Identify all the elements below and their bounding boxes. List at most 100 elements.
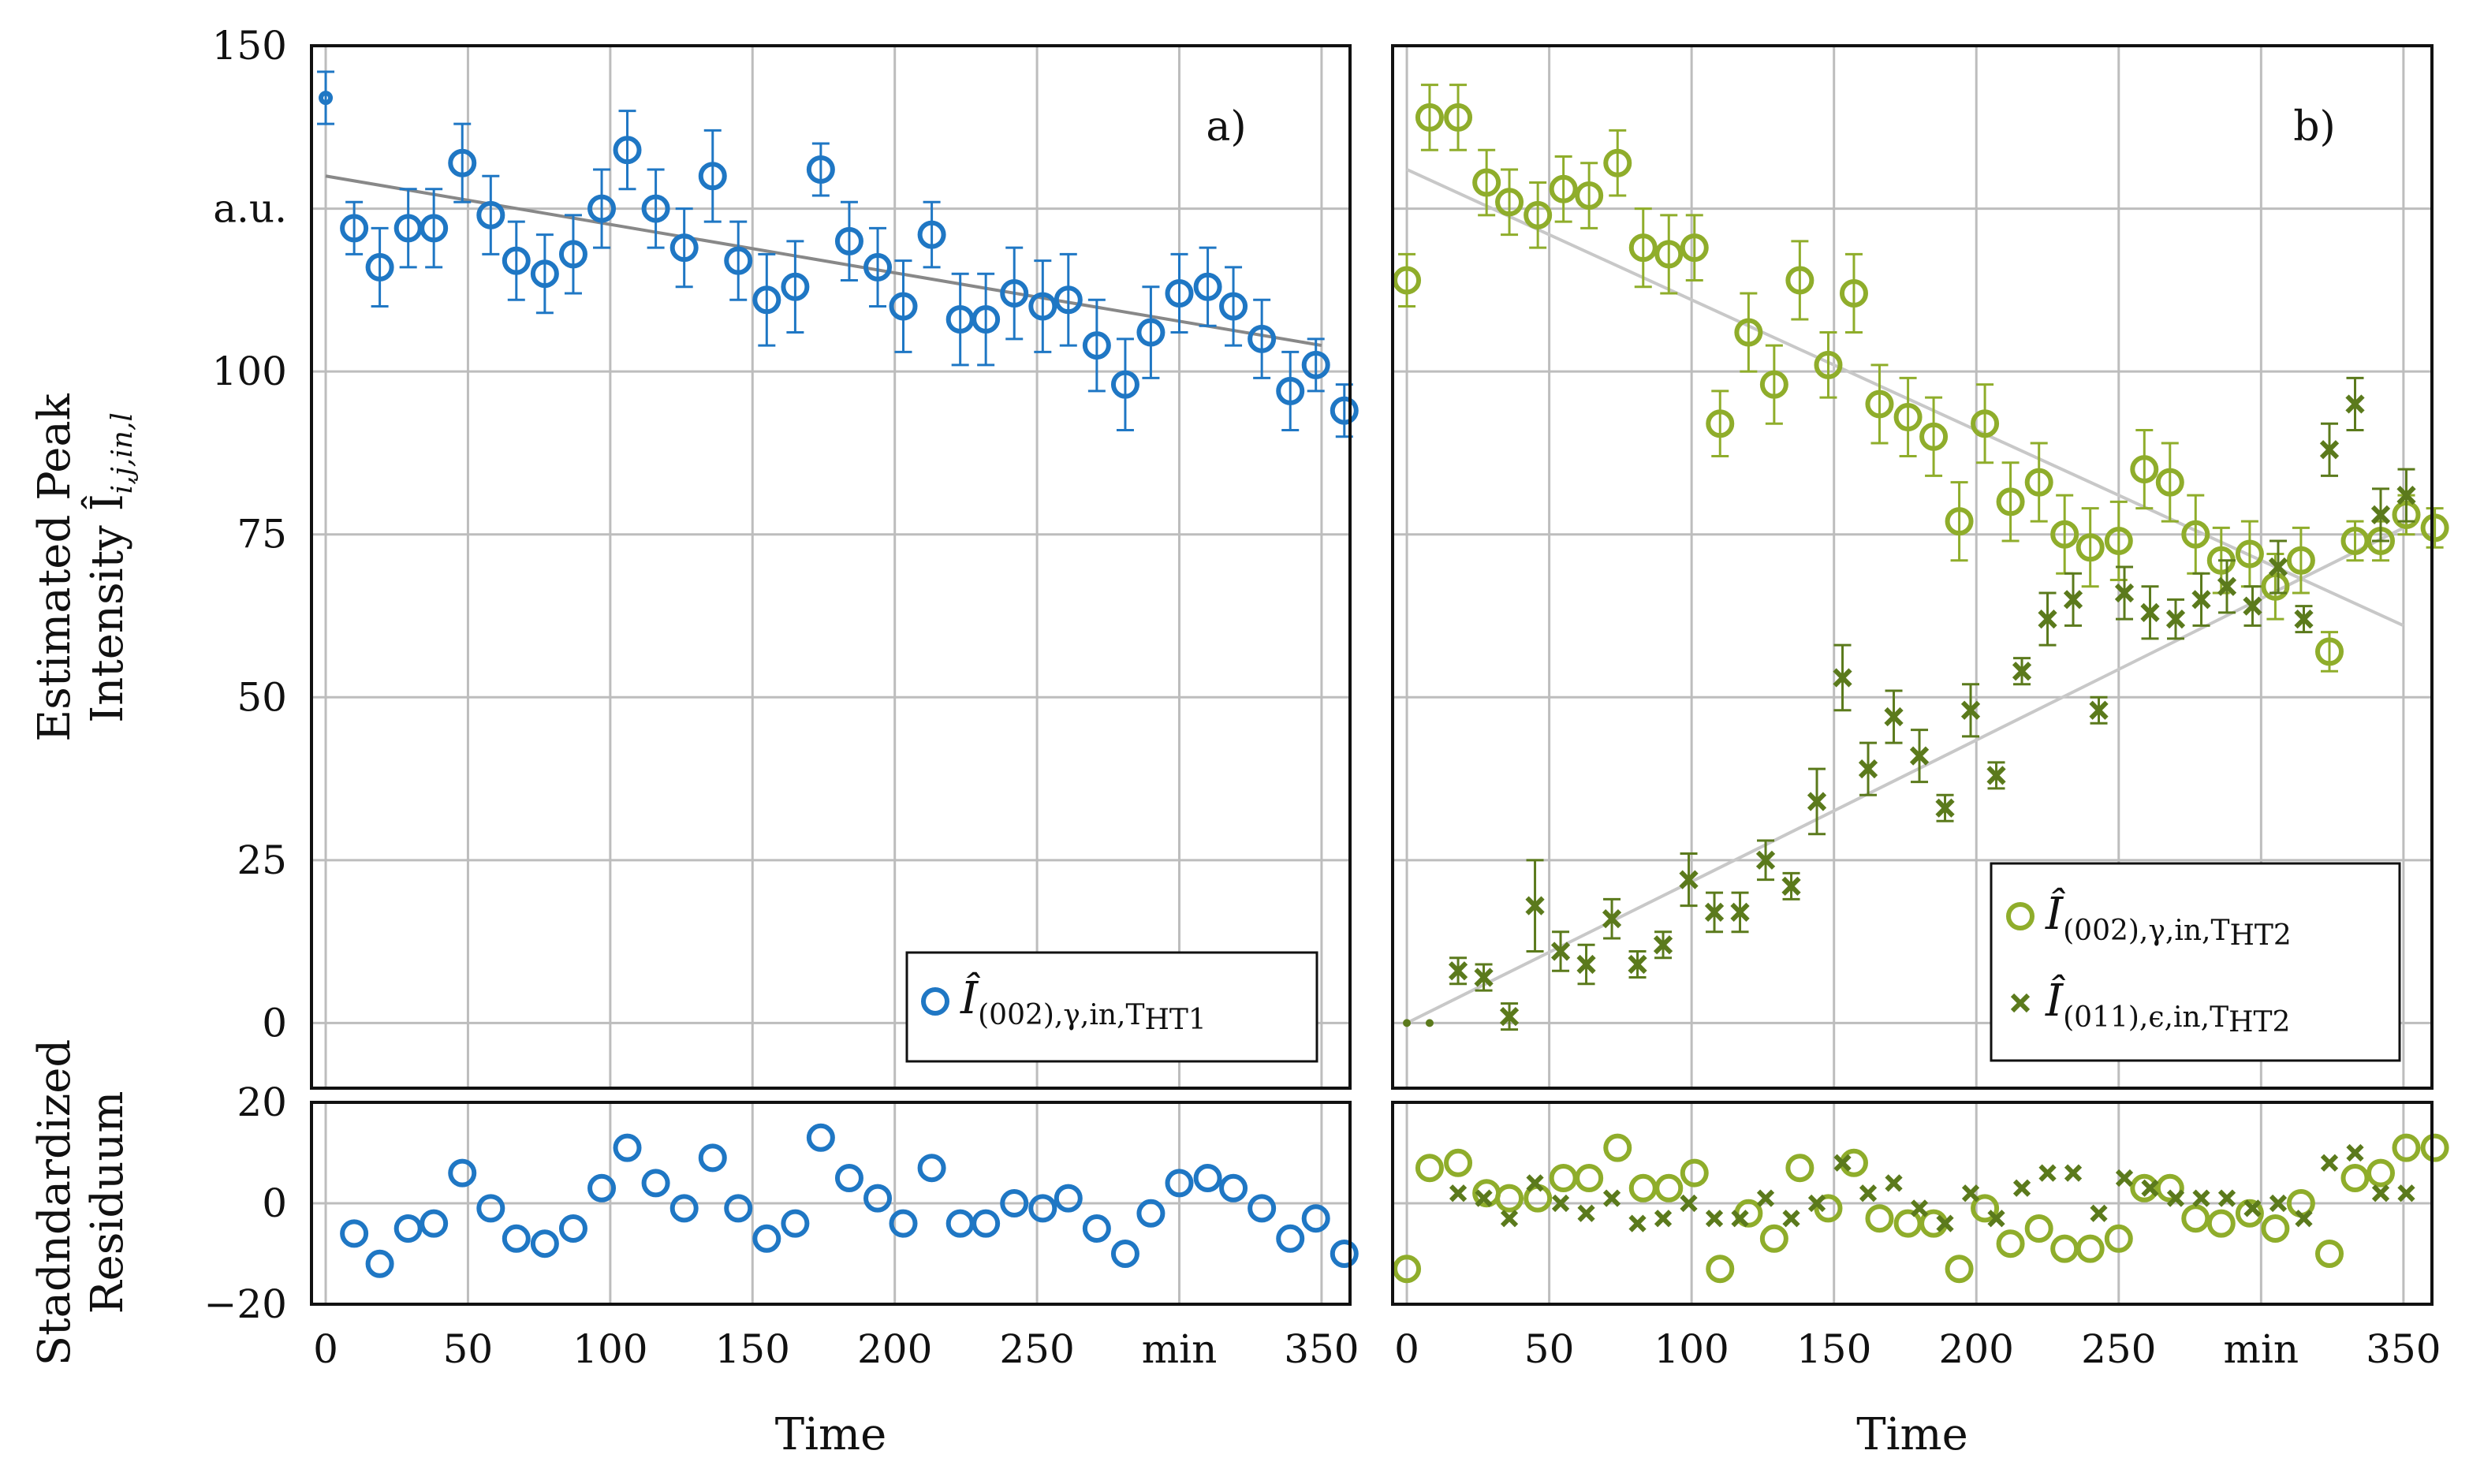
residual-point — [1028, 1194, 1057, 1223]
legend-entry-subsub: HT1 — [1144, 1004, 1206, 1036]
residual-point — [2295, 1210, 2313, 1228]
x-tick-label: min — [2224, 1326, 2299, 1372]
data-point — [2012, 662, 2032, 681]
residual-point — [1602, 1189, 1621, 1207]
error-bar — [869, 226, 887, 308]
data-point-stroke — [2191, 590, 2211, 610]
data-point — [698, 162, 727, 191]
legend-entry-main: Î — [960, 971, 981, 1024]
error-bar — [1925, 396, 1943, 477]
data-point-stroke — [2370, 505, 2391, 525]
error-bar — [977, 272, 995, 367]
data-point-stroke — [2396, 485, 2416, 505]
error-bar — [894, 259, 912, 353]
error-bar — [1529, 181, 1547, 249]
error-bar — [1819, 331, 1837, 399]
data-point-stroke — [1550, 941, 1571, 961]
data-point — [1839, 278, 1868, 308]
residual-point — [2235, 1199, 2264, 1228]
residual-point-stroke — [1961, 1184, 1980, 1202]
residual-point-stroke — [1833, 1154, 1852, 1172]
residual-point — [1628, 1173, 1658, 1202]
residual-point — [1082, 1214, 1111, 1243]
data-point-stroke — [1525, 896, 1545, 915]
data-point — [1110, 370, 1139, 399]
residual-point — [2141, 1179, 2159, 1197]
error-bar — [1501, 168, 1519, 237]
residual-point — [2340, 1164, 2370, 1192]
residual-point-stroke — [1654, 1210, 1673, 1228]
error-bar — [1170, 252, 1188, 334]
residual-point — [1893, 1209, 1923, 1238]
panel-b-x-axis-label: Time — [1856, 1409, 1968, 1460]
residual-point-stroke — [2269, 1194, 2288, 1213]
residual-point — [1575, 1164, 1604, 1192]
residual-point-stroke — [2012, 1179, 2031, 1197]
residual-point-stroke — [1500, 1210, 1519, 1228]
data-point-stroke — [2063, 590, 2083, 610]
residual-point — [1449, 1184, 1468, 1202]
error-bar — [1087, 298, 1106, 393]
residual-point — [945, 1209, 975, 1238]
residual-point — [863, 1184, 893, 1213]
panel-a-residual-points — [340, 1123, 1359, 1278]
residual-point — [1248, 1194, 1277, 1223]
data-point — [1602, 909, 1622, 929]
residual-point — [641, 1169, 670, 1198]
error-bar — [371, 226, 389, 308]
residual-point — [1276, 1224, 1305, 1253]
residual-point — [2181, 1204, 2210, 1233]
residual-point — [1603, 1133, 1632, 1162]
data-point — [1136, 318, 1166, 347]
error-bar — [1034, 259, 1052, 353]
residual-point — [1330, 1240, 1359, 1268]
residual-point — [1859, 1184, 1878, 1202]
residual-point — [1936, 1214, 1954, 1232]
data-point-stroke — [1935, 798, 1955, 818]
error-bar — [399, 188, 417, 269]
panel-b-fit-line-002 — [1406, 168, 2404, 628]
data-point — [502, 246, 531, 275]
residual-point — [448, 1158, 477, 1188]
residual-point — [724, 1194, 753, 1223]
data-point-stroke — [1730, 902, 1750, 923]
panel-a-legend-text: Î(002),γ,in,THT1 — [960, 971, 1207, 1036]
panel-a-y-tick-labels: 0 25 50 75 100 a.u. 150 — [212, 23, 287, 1046]
data-point — [613, 136, 642, 165]
data-point — [781, 272, 810, 301]
residual-point — [1971, 1194, 2000, 1223]
data-point — [1425, 1019, 1434, 1027]
data-point — [1755, 850, 1776, 870]
residual-point — [1393, 1255, 1422, 1284]
error-bar — [1791, 240, 1809, 321]
residual-point — [2206, 1209, 2236, 1238]
error-bar — [1609, 129, 1627, 197]
residual-point — [2397, 1184, 2415, 1202]
error-bar — [2030, 442, 2048, 523]
panel-a-x-tick-labels: 0 50 100 150 200 250 min 350 — [313, 1326, 1359, 1372]
residual-point-stroke — [1859, 1184, 1878, 1202]
error-bar — [1660, 214, 1678, 295]
residual-point-stroke — [2217, 1189, 2236, 1207]
residual-point — [2315, 1240, 2344, 1268]
data-point — [2089, 700, 2109, 720]
residual-point — [1628, 1214, 1647, 1232]
panel-a-x-axis-label: Time — [775, 1409, 887, 1460]
data-point — [641, 194, 670, 223]
residual-point — [1910, 1199, 1929, 1217]
error-bar — [1870, 364, 1889, 445]
residual-point-stroke — [2295, 1210, 2313, 1228]
legend-entry-sub: (002),γ,in,T — [2063, 915, 2229, 947]
residual-point — [2261, 1214, 2290, 1243]
residual-point — [2104, 1224, 2133, 1253]
data-point — [1628, 954, 1647, 975]
residual-point — [1833, 1154, 1852, 1172]
data-point-stroke — [1755, 850, 1776, 870]
residual-point — [781, 1209, 810, 1238]
data-point — [1219, 292, 1248, 321]
legend-x-marker — [2010, 993, 2031, 1013]
residual-point — [834, 1164, 863, 1192]
error-bar — [951, 272, 969, 367]
x-tick-label: 250 — [2081, 1326, 2156, 1372]
residual-point — [2076, 1234, 2105, 1263]
